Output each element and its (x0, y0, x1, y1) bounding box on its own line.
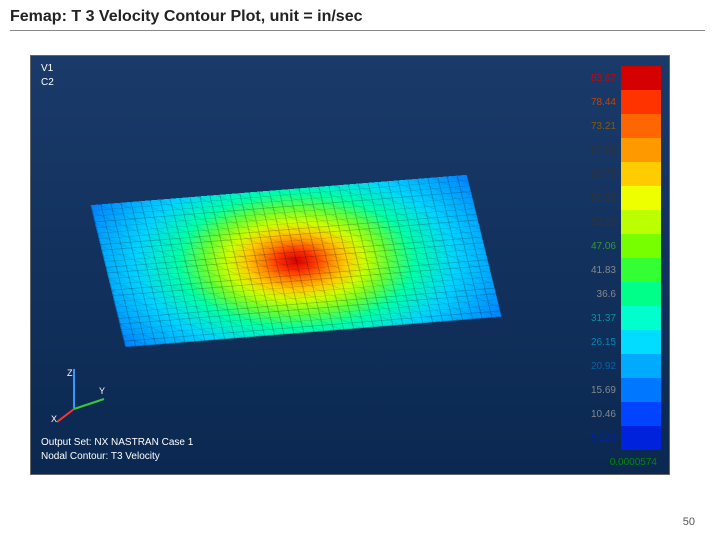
view-id-line2: C2 (41, 76, 54, 90)
legend-value-label: 78.44 (561, 97, 621, 108)
legend-value-label: 15.69 (561, 385, 621, 396)
legend-color-swatch (621, 378, 661, 402)
legend-row: 83.67 (546, 66, 661, 90)
legend-row: 36.6 (546, 282, 661, 306)
legend-color-swatch (621, 114, 661, 138)
legend-min-value: 0.0000574 (610, 457, 657, 468)
legend-color-swatch (621, 234, 661, 258)
legend-color-swatch (621, 282, 661, 306)
legend-value-label: 62.75 (561, 169, 621, 180)
legend-row: 78.44 (546, 90, 661, 114)
legend-row: 52.29 (546, 210, 661, 234)
legend-value-label: 52.29 (561, 217, 621, 228)
legend-color-swatch (621, 66, 661, 90)
legend-value-label: 41.83 (561, 265, 621, 276)
legend-value-label: 5.229 (561, 433, 621, 444)
y-axis-line (74, 399, 104, 409)
mesh-diagonals (90, 175, 501, 347)
femap-viewport: V1 C2 Z Y X Output Set: NX NASTRAN Case … (30, 55, 670, 475)
title-underline (10, 30, 705, 31)
legend-value-label: 67.98 (561, 145, 621, 156)
contour-plate (90, 175, 501, 347)
legend-color-swatch (621, 330, 661, 354)
legend-row: 57.52 (546, 186, 661, 210)
color-legend: 83.67 78.44 73.21 67.98 62.75 57.52 52.29 47.06… (546, 66, 661, 450)
legend-value-label: 36.6 (561, 289, 621, 300)
legend-value-label: 10.46 (561, 409, 621, 420)
legend-color-swatch (621, 90, 661, 114)
legend-value-label: 20.92 (561, 361, 621, 372)
legend-row: 26.15 (546, 330, 661, 354)
legend-color-swatch (621, 306, 661, 330)
z-axis-label: Z (67, 368, 73, 378)
legend-color-swatch (621, 210, 661, 234)
output-set-line2: Nodal Contour: T3 Velocity (41, 450, 193, 464)
coordinate-triad: Z Y X (49, 364, 109, 424)
legend-color-swatch (621, 138, 661, 162)
view-id-label: V1 C2 (41, 62, 54, 90)
legend-color-swatch (621, 426, 661, 450)
legend-row: 5.229 (546, 426, 661, 450)
legend-color-swatch (621, 402, 661, 426)
legend-color-swatch (621, 162, 661, 186)
output-set-label: Output Set: NX NASTRAN Case 1 Nodal Cont… (41, 436, 193, 464)
legend-row: 67.98 (546, 138, 661, 162)
legend-value-label: 31.37 (561, 313, 621, 324)
legend-row: 20.92 (546, 354, 661, 378)
legend-row: 31.37 (546, 306, 661, 330)
legend-row: 10.46 (546, 402, 661, 426)
x-axis-label: X (51, 414, 57, 424)
contour-plot (71, 96, 521, 426)
legend-color-swatch (621, 354, 661, 378)
page-title: Femap: T 3 Velocity Contour Plot, unit =… (10, 8, 363, 26)
legend-value-label: 47.06 (561, 241, 621, 252)
legend-value-label: 83.67 (561, 73, 621, 84)
page-number: 50 (683, 516, 695, 528)
legend-row: 73.21 (546, 114, 661, 138)
legend-row: 41.83 (546, 258, 661, 282)
legend-color-swatch (621, 258, 661, 282)
legend-row: 62.75 (546, 162, 661, 186)
view-id-line1: V1 (41, 62, 54, 76)
y-axis-label: Y (99, 386, 105, 396)
output-set-line1: Output Set: NX NASTRAN Case 1 (41, 436, 193, 450)
x-axis-line (57, 409, 74, 422)
legend-row: 47.06 (546, 234, 661, 258)
legend-value-label: 73.21 (561, 121, 621, 132)
legend-color-swatch (621, 186, 661, 210)
legend-value-label: 26.15 (561, 337, 621, 348)
legend-row: 15.69 (546, 378, 661, 402)
legend-value-label: 57.52 (561, 193, 621, 204)
